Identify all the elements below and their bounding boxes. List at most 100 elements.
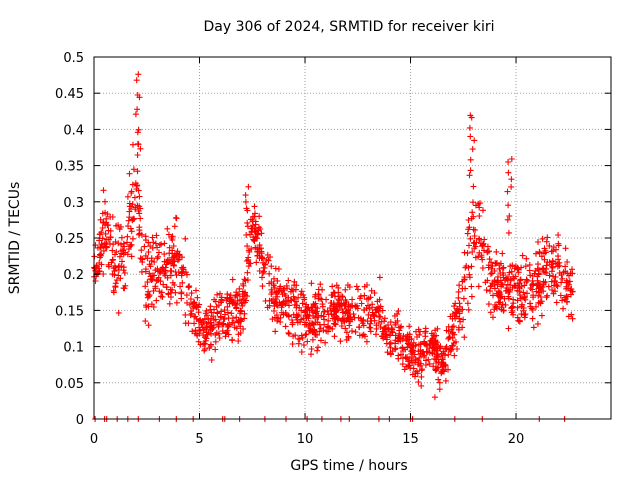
data-point bbox=[460, 295, 467, 302]
data-point bbox=[111, 271, 118, 278]
data-point bbox=[321, 316, 328, 323]
data-point bbox=[555, 232, 562, 238]
data-point bbox=[559, 297, 566, 304]
data-point bbox=[258, 250, 265, 257]
y-tick-labels: 0 0.05 0.1 0.15 0.2 0.25 0.3 0.35 0.4 0.45 0.5 bbox=[55, 51, 84, 428]
data-point bbox=[470, 240, 477, 247]
data-point bbox=[409, 347, 416, 353]
data-point bbox=[451, 303, 458, 310]
data-point bbox=[178, 264, 185, 271]
data-point bbox=[201, 347, 208, 354]
data-point bbox=[235, 338, 242, 344]
data-point bbox=[105, 261, 112, 268]
data-point bbox=[242, 198, 249, 205]
data-point bbox=[407, 341, 414, 348]
data-point bbox=[376, 314, 383, 320]
data-point bbox=[543, 262, 550, 269]
data-point bbox=[526, 267, 533, 274]
data-point bbox=[506, 213, 513, 219]
data-point bbox=[115, 266, 122, 273]
data-point bbox=[218, 297, 225, 304]
data-point bbox=[290, 293, 297, 300]
data-point bbox=[559, 275, 566, 282]
data-point bbox=[147, 263, 154, 270]
data-point bbox=[112, 283, 119, 290]
data-point bbox=[247, 260, 254, 267]
data-point bbox=[310, 313, 317, 320]
data-point bbox=[137, 215, 144, 222]
data-point bbox=[124, 239, 130, 246]
data-point bbox=[266, 270, 273, 277]
data-point bbox=[454, 305, 461, 312]
data-point bbox=[115, 240, 122, 247]
data-point bbox=[113, 248, 120, 255]
data-point bbox=[188, 290, 195, 297]
data-point bbox=[457, 318, 464, 325]
data-point bbox=[282, 323, 289, 330]
data-point bbox=[128, 241, 135, 248]
data-point bbox=[132, 111, 139, 118]
data-point bbox=[334, 315, 341, 322]
data-point bbox=[367, 320, 374, 327]
data-point bbox=[229, 319, 236, 326]
data-point bbox=[129, 181, 136, 188]
data-point bbox=[562, 245, 569, 252]
data-point bbox=[514, 304, 521, 311]
data-point bbox=[157, 278, 164, 285]
data-point bbox=[142, 233, 149, 240]
data-point bbox=[118, 234, 125, 241]
data-point bbox=[375, 320, 382, 326]
data-point bbox=[289, 321, 296, 328]
data-point bbox=[119, 258, 125, 265]
data-point bbox=[169, 233, 176, 240]
data-point bbox=[546, 242, 553, 249]
data-point bbox=[500, 307, 507, 314]
chart-title: Day 306 of 2024, SRMTID for receiver kir… bbox=[203, 19, 494, 35]
data-point bbox=[468, 283, 475, 290]
data-point bbox=[131, 194, 138, 201]
data-point bbox=[483, 287, 490, 294]
data-point bbox=[239, 299, 246, 306]
data-point bbox=[134, 106, 141, 113]
data-point bbox=[437, 345, 444, 352]
y-tick-label: 0.15 bbox=[55, 304, 84, 319]
data-point bbox=[545, 283, 552, 290]
data-point bbox=[470, 183, 477, 190]
data-point bbox=[500, 264, 507, 271]
data-point bbox=[233, 314, 240, 321]
data-point bbox=[517, 277, 524, 284]
data-point bbox=[488, 282, 495, 289]
data-point bbox=[449, 311, 456, 317]
data-point bbox=[107, 227, 114, 234]
data-point bbox=[170, 243, 177, 249]
data-point bbox=[312, 293, 318, 300]
data-point bbox=[375, 308, 382, 315]
data-point bbox=[449, 329, 456, 336]
data-point bbox=[193, 304, 200, 310]
data-point bbox=[514, 266, 521, 273]
data-point bbox=[171, 255, 178, 261]
data-point bbox=[408, 350, 415, 357]
data-point bbox=[362, 333, 368, 340]
data-point bbox=[490, 314, 496, 321]
data-point bbox=[378, 333, 385, 339]
data-point bbox=[158, 289, 165, 296]
y-tick-label: 0.35 bbox=[55, 160, 84, 175]
data-point bbox=[134, 152, 141, 158]
data-point bbox=[165, 290, 172, 297]
data-point bbox=[533, 288, 540, 295]
data-point bbox=[433, 332, 440, 339]
data-point bbox=[232, 294, 239, 300]
data-point bbox=[335, 293, 342, 300]
data-point bbox=[327, 307, 334, 314]
data-point bbox=[434, 364, 441, 371]
data-point bbox=[300, 315, 307, 322]
data-point bbox=[487, 309, 494, 316]
data-point bbox=[100, 187, 107, 194]
data-point bbox=[237, 308, 244, 315]
data-point bbox=[420, 353, 427, 360]
data-point bbox=[441, 368, 447, 375]
data-point bbox=[130, 141, 136, 148]
data-point bbox=[508, 183, 515, 190]
data-point bbox=[558, 279, 565, 286]
